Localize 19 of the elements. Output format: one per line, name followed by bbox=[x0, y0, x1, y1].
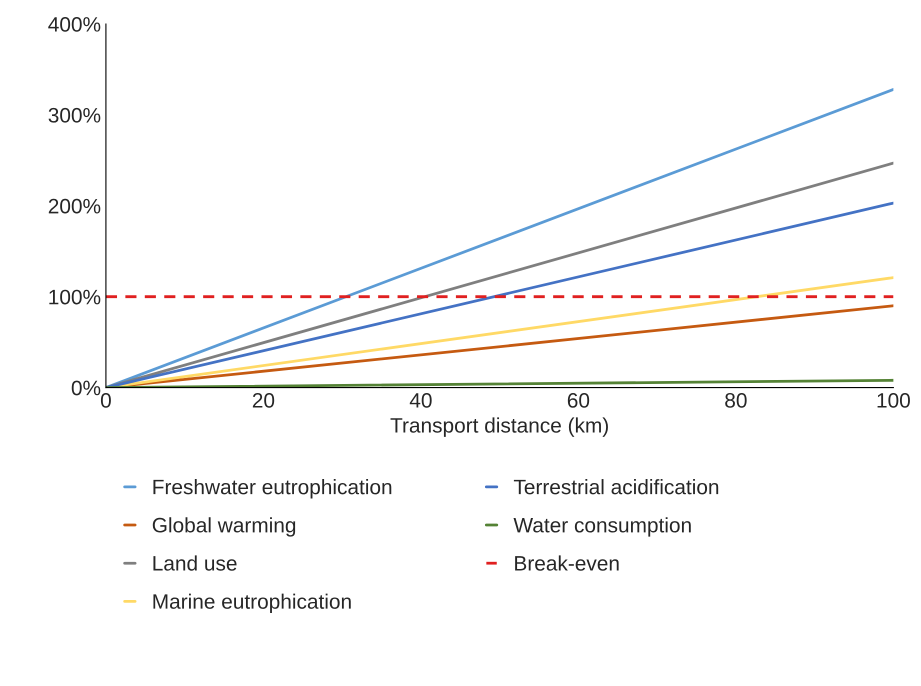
legend-label: Break-even bbox=[515, 555, 619, 571]
legend-label: Freshwater eutrophication bbox=[153, 479, 392, 498]
x-tick-label: 100 bbox=[878, 393, 910, 408]
legend-label: Global warming bbox=[152, 517, 296, 537]
y-tick-label: 100% bbox=[49, 290, 100, 304]
x-tick-label: 20 bbox=[252, 393, 274, 408]
x-tick-label: 60 bbox=[568, 393, 590, 408]
x-axis-title: Transport distance (km) bbox=[390, 417, 608, 437]
y-tick-label: 300% bbox=[48, 108, 100, 123]
x-tick-label: 0 bbox=[100, 393, 111, 408]
x-tick-label: 40 bbox=[410, 393, 432, 408]
legend-label: Terrestrial acidification bbox=[514, 479, 718, 494]
legend-label: Marine eutrophication bbox=[153, 594, 351, 613]
x-tick-label: 80 bbox=[725, 393, 747, 408]
legend-label: Land use bbox=[153, 555, 237, 571]
legend-label: Water consumption bbox=[514, 517, 691, 537]
y-tick-label: 200% bbox=[48, 198, 100, 214]
y-tick-label: 0% bbox=[72, 380, 100, 396]
y-tick-label: 400% bbox=[48, 17, 100, 32]
